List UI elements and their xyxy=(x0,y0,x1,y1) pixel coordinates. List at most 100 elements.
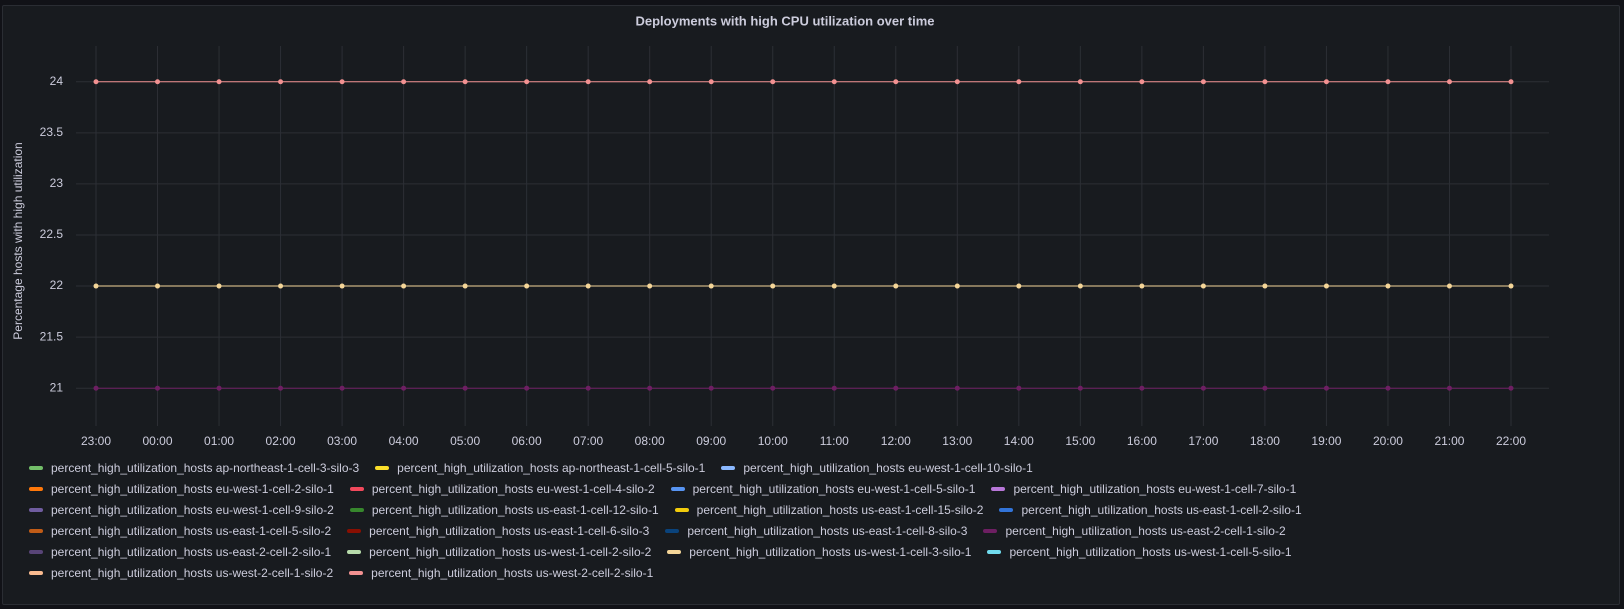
data-point xyxy=(524,385,530,391)
data-point xyxy=(831,385,837,391)
legend-swatch xyxy=(349,486,364,491)
x-tick-label: 23:00 xyxy=(81,434,111,448)
data-point xyxy=(401,79,407,85)
data-point xyxy=(954,385,960,391)
legend-swatch xyxy=(375,465,390,470)
data-point xyxy=(647,79,653,85)
data-point xyxy=(216,385,222,391)
data-point xyxy=(1077,385,1083,391)
legend-swatch xyxy=(347,528,362,533)
legend-item[interactable]: percent_high_utilization_hosts us-east-2… xyxy=(983,520,1286,541)
legend-item[interactable]: percent_high_utilization_hosts eu-west-1… xyxy=(991,478,1296,499)
legend-label: percent_high_utilization_hosts us-east-1… xyxy=(696,502,984,517)
data-point xyxy=(1200,79,1206,85)
legend-swatch xyxy=(983,528,998,533)
data-point xyxy=(1262,385,1268,391)
legend-label: percent_high_utilization_hosts eu-west-1… xyxy=(51,481,334,496)
legend-item[interactable]: percent_high_utilization_hosts us-west-1… xyxy=(347,541,651,562)
legend-item[interactable]: percent_high_utilization_hosts eu-west-1… xyxy=(670,478,975,499)
data-point xyxy=(647,283,653,289)
legend-label: percent_high_utilization_hosts us-east-2… xyxy=(1005,523,1286,538)
legend-item[interactable]: percent_high_utilization_hosts ap-northe… xyxy=(375,457,705,478)
x-tick-label: 10:00 xyxy=(758,434,788,448)
legend-swatch xyxy=(349,570,364,575)
data-point xyxy=(770,79,776,85)
data-point xyxy=(893,79,899,85)
data-point xyxy=(1077,79,1083,85)
data-point xyxy=(1508,283,1514,289)
y-tick-label: 23 xyxy=(50,176,64,190)
legend-item[interactable]: percent_high_utilization_hosts ap-northe… xyxy=(29,457,359,478)
legend-label: percent_high_utilization_hosts us-east-1… xyxy=(1021,502,1302,517)
legend-item[interactable]: percent_high_utilization_hosts us-west-2… xyxy=(349,562,653,583)
legend-swatch xyxy=(29,528,43,533)
data-point xyxy=(1508,385,1514,391)
legend-item[interactable]: percent_high_utilization_hosts us-east-1… xyxy=(349,499,659,520)
data-point xyxy=(647,385,653,391)
legend-item[interactable]: percent_high_utilization_hosts us-east-2… xyxy=(29,541,331,562)
data-point xyxy=(524,283,530,289)
data-point xyxy=(278,385,284,391)
legend-swatch xyxy=(991,486,1006,491)
legend-item[interactable]: percent_high_utilization_hosts us-west-2… xyxy=(29,562,333,583)
legend-label: percent_high_utilization_hosts ap-northe… xyxy=(397,460,706,475)
data-point xyxy=(1446,385,1452,391)
legend-swatch xyxy=(349,507,364,512)
data-point xyxy=(1323,79,1329,85)
legend-item[interactable]: percent_high_utilization_hosts eu-west-1… xyxy=(721,457,1033,478)
chart: Deployments with high CPU utilization ov… xyxy=(11,13,1549,448)
legend-item[interactable]: percent_high_utilization_hosts eu-west-1… xyxy=(29,499,334,520)
data-point xyxy=(708,283,714,289)
data-point xyxy=(462,79,468,85)
legend-item[interactable]: percent_high_utilization_hosts us-east-1… xyxy=(999,499,1302,520)
legend-swatch xyxy=(29,549,43,554)
x-tick-label: 06:00 xyxy=(512,434,542,448)
legend-item[interactable]: percent_high_utilization_hosts us-east-1… xyxy=(665,520,967,541)
legend-item[interactable]: percent_high_utilization_hosts eu-west-1… xyxy=(349,478,655,499)
x-tick-label: 21:00 xyxy=(1434,434,1464,448)
data-point xyxy=(1385,283,1391,289)
data-point xyxy=(93,385,99,391)
legend-label: percent_high_utilization_hosts us-west-1… xyxy=(369,544,652,559)
x-tick-label: 15:00 xyxy=(1065,434,1095,448)
data-point xyxy=(893,283,899,289)
y-tick-label: 21.5 xyxy=(40,329,64,343)
legend-swatch xyxy=(721,465,736,470)
legend-item[interactable]: percent_high_utilization_hosts us-east-1… xyxy=(29,520,331,541)
legend-label: percent_high_utilization_hosts ap-northe… xyxy=(51,460,360,475)
legend-label: percent_high_utilization_hosts eu-west-1… xyxy=(1013,481,1297,496)
x-tick-label: 07:00 xyxy=(573,434,603,448)
data-point xyxy=(585,283,591,289)
data-point xyxy=(278,283,284,289)
data-point xyxy=(524,79,530,85)
data-point xyxy=(1323,385,1329,391)
legend: percent_high_utilization_hosts ap-northe… xyxy=(29,457,1369,583)
data-point xyxy=(339,283,345,289)
legend-swatch xyxy=(29,507,43,512)
x-tick-label: 11:00 xyxy=(820,434,849,448)
legend-item[interactable]: percent_high_utilization_hosts eu-west-1… xyxy=(29,478,334,499)
legend-swatch xyxy=(670,486,685,491)
data-point xyxy=(339,79,345,85)
y-tick-label: 24 xyxy=(50,74,64,88)
legend-swatch xyxy=(674,507,689,512)
x-tick-label: 04:00 xyxy=(389,434,419,448)
x-tick-label: 12:00 xyxy=(881,434,911,448)
data-point xyxy=(93,79,99,85)
data-point xyxy=(585,385,591,391)
data-point xyxy=(1385,79,1391,85)
data-point xyxy=(1385,385,1391,391)
data-point xyxy=(1262,283,1268,289)
legend-item[interactable]: percent_high_utilization_hosts us-east-1… xyxy=(347,520,649,541)
data-point xyxy=(770,385,776,391)
legend-item[interactable]: percent_high_utilization_hosts us-east-1… xyxy=(674,499,984,520)
legend-item[interactable]: percent_high_utilization_hosts us-west-1… xyxy=(667,541,971,562)
data-point xyxy=(1016,79,1022,85)
x-tick-label: 00:00 xyxy=(143,434,173,448)
legend-swatch xyxy=(999,507,1014,512)
x-tick-label: 13:00 xyxy=(942,434,972,448)
legend-item[interactable]: percent_high_utilization_hosts us-west-1… xyxy=(987,541,1292,562)
data-point xyxy=(1446,79,1452,85)
x-tick-label: 01:00 xyxy=(204,434,234,448)
legend-label: percent_high_utilization_hosts us-west-1… xyxy=(689,544,972,559)
